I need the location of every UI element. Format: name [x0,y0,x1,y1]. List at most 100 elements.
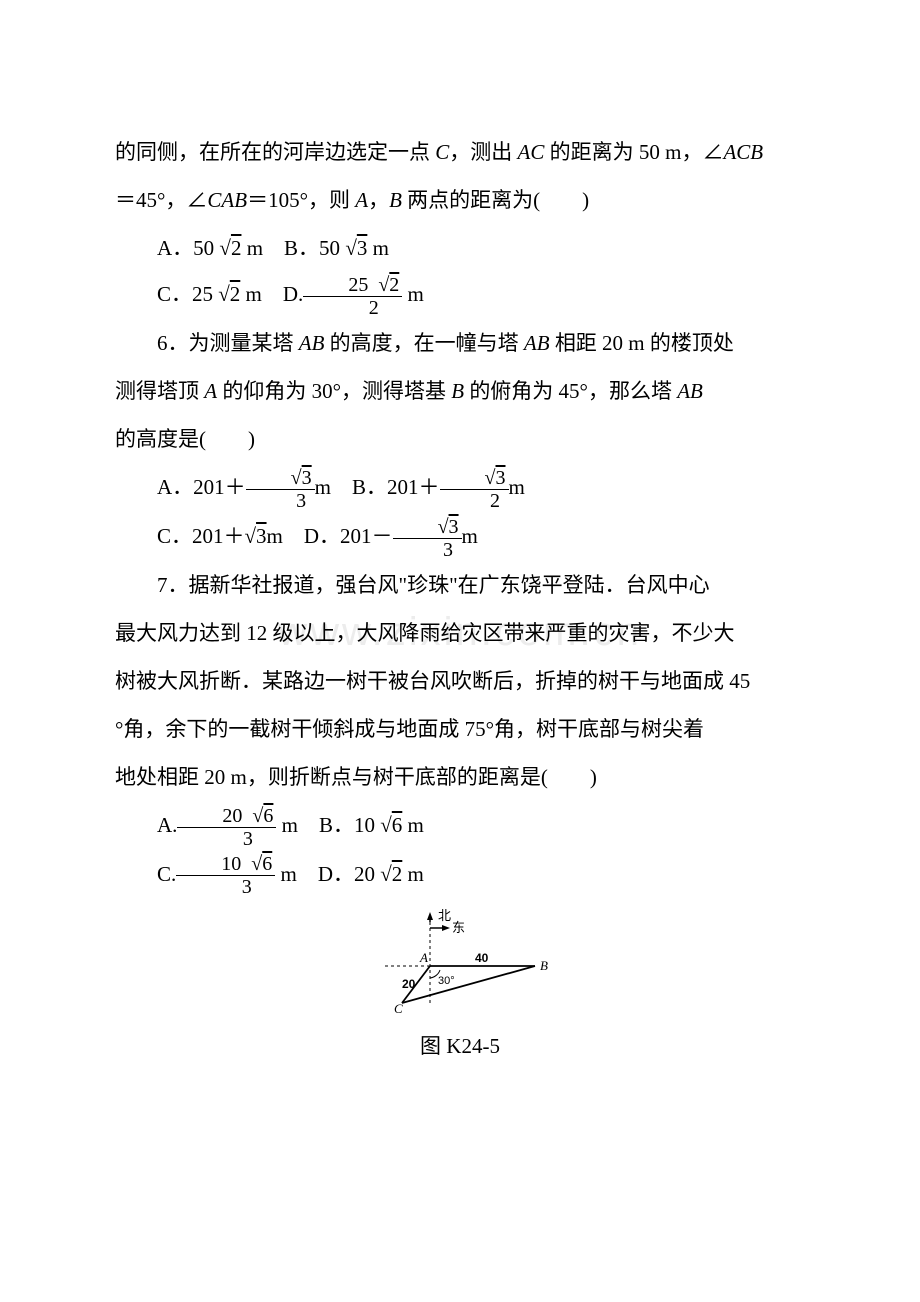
unit: m [241,236,263,260]
point-c: C [435,140,449,164]
radicand: 3 [357,236,368,260]
q7-ans-b: B．10 √6 m [319,813,424,837]
point-a-label: A [419,950,428,965]
radicand: 2 [230,282,241,306]
den: 2 [303,297,402,319]
text: 的距离为 50 m，∠ [544,140,723,164]
label: A．201＋ [157,475,246,499]
q6-ans-row1: A．201＋√33m B．201＋√32m [115,465,805,512]
unit: m [402,282,424,306]
label: A. [157,813,177,837]
label: D. [283,282,303,306]
q7-line5: 地处相距 20 m，则折断点与树干底部的距离是( ) [115,755,805,799]
post: m [315,475,331,499]
text: 6．为测量某塔 [157,331,299,355]
text: 的高度，在一幢与塔 [324,331,524,355]
label: C．201＋ [157,524,245,548]
q7-line3: 树被大风折断．某路边一树干被台风吹断后，折掉的树干与地面成 45 [115,659,805,703]
ab3: AB [677,379,703,403]
label: D．201－ [304,524,393,548]
text: 的同侧，在所在的河岸边选定一点 [115,140,435,164]
post: m [267,524,283,548]
sqrt-icon: √ [380,813,392,837]
q7-ans-a: A.20 √63 m [157,813,303,837]
q6-ans-row2: C．201＋√3m D．201－√33m [115,514,805,561]
den: 2 [440,490,509,512]
radicand: 3 [256,524,267,548]
sqrt-icon: √ [219,236,231,260]
sqrt-icon: √ [345,236,357,260]
radicand: 2 [392,862,403,886]
sqrt-icon: √ [380,862,392,886]
q7-line2: 最大风力达到 12 级以上，大风降雨给灾区带来严重的灾害，不少大 [115,611,805,655]
label: D．20 [318,862,380,886]
q7-ans-c: C.10 √63 m [157,862,302,886]
len-ac-label: 20 [402,977,416,991]
unit: m [276,813,298,837]
q6-line3: 的高度是( ) [115,417,805,461]
q6-ans-d: D．201－√33m [304,524,478,548]
point-c-label: C [394,1001,403,1016]
q6-ans-b: B．201＋√32m [352,475,525,499]
a: A [204,379,217,403]
sqrt-icon: √ [252,805,263,827]
pt-a: A [355,188,368,212]
figure-k24-5: 北 东 A B C 40 20 30° 图 K24-5 [115,908,805,1068]
q7-ans-row1: A.20 √63 m B．10 √6 m [115,803,805,850]
fraction: √33 [393,516,462,561]
label: A．50 [157,236,219,260]
text: 相距 20 m 的楼顶处 [550,331,734,355]
unit: m [275,862,297,886]
radicand: 6 [392,813,403,837]
fraction: 20 √63 [177,805,276,850]
text: ， [368,188,389,212]
sqrt-icon: √ [485,467,496,489]
unit: m [240,282,262,306]
q5-line1: 的同侧，在所在的河岸边选定一点 C，测出 AC 的距离为 50 m，∠ACB [115,130,805,174]
text: 的俯角为 45°，那么塔 [464,379,677,403]
text: ＝105°，则 [247,188,355,212]
q5-ans-a: A．50 √2 m [157,236,268,260]
q7-line4: °角，余下的一截树干倾斜成与地面成 75°角，树干底部与树尖着 [115,707,805,751]
q6-line1: 6．为测量某塔 AB 的高度，在一幢与塔 AB 相距 20 m 的楼顶处 [115,321,805,365]
unit: m [402,813,424,837]
q6-line2: 测得塔顶 A 的仰角为 30°，测得塔基 B 的俯角为 45°，那么塔 AB [115,369,805,413]
q6-ans-c: C．201＋√3m [157,524,288,548]
den: 3 [176,876,275,898]
fraction: 25 √22 [303,274,402,319]
b: B [451,379,464,403]
q5-ans-b: B．50 √3 m [284,236,389,260]
point-b-label: B [540,958,548,973]
q5-ans-row2: C．25 √2 m D.25 √22 m [115,272,805,319]
text: 测得塔顶 [115,379,204,403]
radicand: 2 [389,274,399,296]
sqrt-icon: √ [218,282,230,306]
diagram-svg: 北 东 A B C 40 20 30° [360,908,560,1018]
text: 的仰角为 30°，测得塔基 [217,379,451,403]
ab1: AB [299,331,325,355]
post: m [462,524,478,548]
text: 两点的距离为( ) [402,188,589,212]
den: 3 [246,490,315,512]
radicand: 6 [263,805,273,827]
radicand: 2 [231,236,242,260]
den: 3 [393,539,462,561]
sqrt-icon: √ [245,524,257,548]
q5-ans-d: D.25 √22 m [283,282,424,306]
north-label: 北 [438,908,451,923]
label: B．10 [319,813,380,837]
radicand: 6 [262,853,272,875]
page-content: 的同侧，在所在的河岸边选定一点 C，测出 AC 的距离为 50 m，∠ACB ＝… [115,130,805,1069]
angle-cab: CAB [207,188,247,212]
radicand: 3 [302,467,312,489]
post: m [509,475,525,499]
fraction: √33 [246,467,315,512]
len-ab-label: 40 [475,951,489,965]
q5-ans-row1: A．50 √2 m B．50 √3 m [115,226,805,270]
fraction: √32 [440,467,509,512]
east-label: 东 [452,920,465,935]
text: ，测出 [449,140,517,164]
q6-ans-a: A．201＋√33m [157,475,336,499]
figure-caption: 图 K24-5 [115,1024,805,1068]
sqrt-icon: √ [438,516,449,538]
